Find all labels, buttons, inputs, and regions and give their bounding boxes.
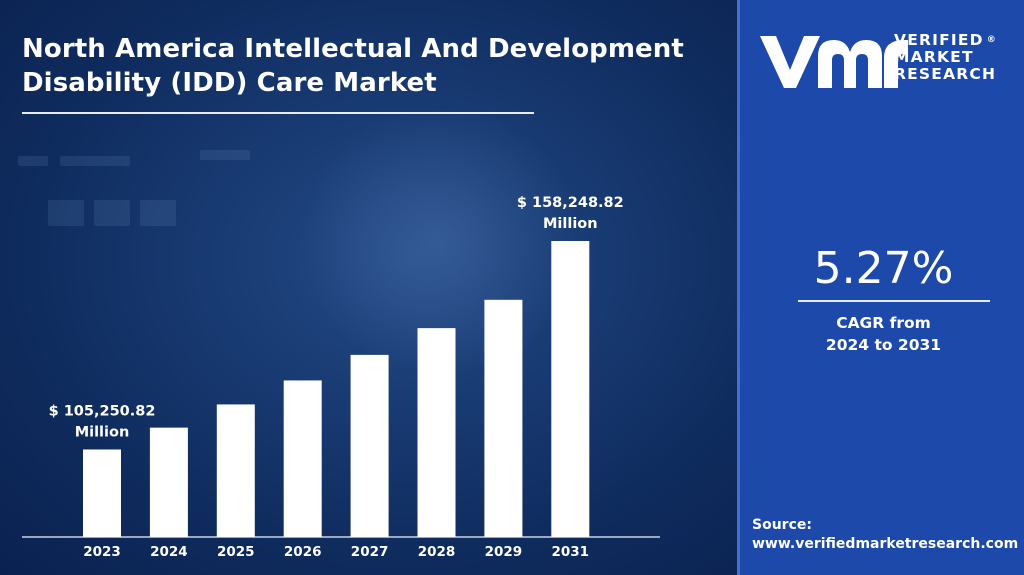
x-tick-label-2025: 2025 — [217, 544, 255, 560]
brand-line-2: MARKET — [894, 48, 974, 66]
x-tick-label-2023: 2023 — [83, 544, 121, 560]
data-label-2031: $ 158,248.82 — [517, 195, 624, 211]
bar-2028 — [417, 328, 456, 537]
bar-2025 — [216, 404, 255, 537]
background-decoration — [18, 156, 48, 166]
bar-2031 — [551, 241, 590, 537]
x-tick-label-2027: 2027 — [351, 544, 389, 560]
registered-mark: ® — [986, 35, 997, 45]
data-label-unit-2023: Million — [75, 424, 130, 440]
background-decoration — [94, 200, 130, 226]
cagr-divider — [798, 300, 990, 302]
x-tick-label-2024: 2024 — [150, 544, 188, 560]
data-label-unit-2031: Million — [543, 216, 598, 232]
x-tick-label-2028: 2028 — [418, 544, 456, 560]
brand-line-1: VERIFIED — [894, 31, 984, 49]
background-decoration — [60, 156, 130, 166]
title-underline — [22, 112, 534, 114]
page-title: North America Intellectual And Developme… — [22, 34, 684, 98]
background-decoration — [140, 200, 176, 226]
bar-2029 — [484, 299, 523, 537]
brand-wordmark: VERIFIED ® MARKET RESEARCH — [894, 32, 997, 83]
vmr-monogram-icon — [760, 36, 908, 88]
x-tick-label-2031: 2031 — [552, 544, 590, 560]
bar-2026 — [283, 380, 322, 537]
brand-line-3: RESEARCH — [894, 65, 997, 83]
background-decoration — [200, 150, 250, 160]
background-decoration — [48, 200, 84, 226]
summary-panel: VERIFIED ® MARKET RESEARCH 5.27% CAGR fro… — [737, 0, 1024, 575]
cagr-label-line-1: CAGR from — [836, 314, 931, 332]
cagr-label-line-2: 2024 to 2031 — [825, 336, 942, 354]
bar-chart: 2023 2024 2025 2026 2027 2028 2029 2031 $ 105,25… — [22, 195, 660, 560]
data-label-2023: $ 105,250.82 — [49, 403, 156, 419]
bar-2023 — [83, 449, 121, 537]
bar-2024 — [149, 427, 188, 537]
source-label: Source: — [752, 517, 812, 533]
source: Source: www.verifiedmarketresearch.com — [752, 516, 1018, 554]
cagr-value: 5.27% — [813, 243, 954, 294]
cagr-label: CAGR from 2024 to 2031 — [740, 312, 1024, 356]
bar-2027 — [350, 354, 389, 537]
chart-panel: North America Intellectual And Developme… — [0, 0, 737, 575]
x-tick-label-2026: 2026 — [284, 544, 322, 560]
source-url: www.verifiedmarketresearch.com — [752, 536, 1019, 552]
x-tick-label-2029: 2029 — [485, 544, 523, 560]
